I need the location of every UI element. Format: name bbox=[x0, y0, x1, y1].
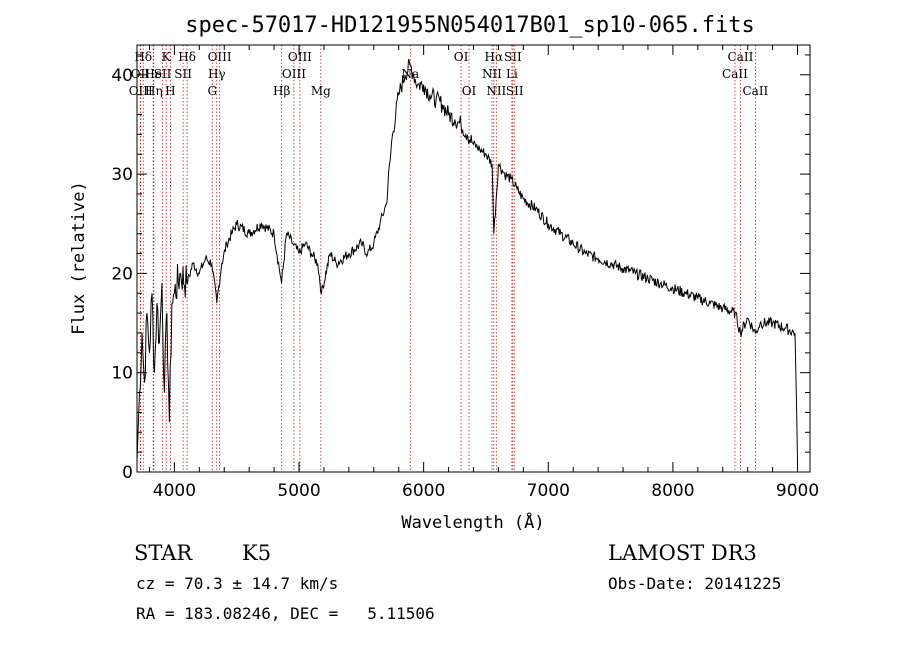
line-label-0: Hδ bbox=[134, 50, 152, 64]
observation-date: Obs-Date: 20141225 bbox=[608, 574, 782, 593]
line-label-12: G bbox=[207, 84, 217, 98]
x-tick-label-9000: 9000 bbox=[776, 481, 819, 501]
survey-name: LAMOST DR3 bbox=[608, 541, 757, 565]
x-tick-label-8000: 8000 bbox=[651, 481, 694, 501]
line-label-2: OIII bbox=[129, 84, 153, 98]
line-label-6: SII bbox=[154, 67, 172, 81]
line-label-24: NII bbox=[486, 84, 506, 98]
x-tick-label-4000: 4000 bbox=[153, 481, 196, 501]
y-tick-label-30: 30 bbox=[111, 165, 133, 185]
line-label-23: Li bbox=[506, 67, 518, 81]
x-tick-label-7000: 7000 bbox=[527, 481, 570, 501]
line-label-4: Hη bbox=[145, 84, 163, 98]
y-tick-label-10: 10 bbox=[111, 364, 133, 384]
line-label-13: Hβ bbox=[273, 84, 290, 98]
line-label-16: Mg bbox=[311, 84, 331, 98]
line-label-18: OI bbox=[454, 50, 469, 64]
spectrum-series-line bbox=[136, 58, 798, 463]
y-axis-label: Flux (relative) bbox=[69, 181, 89, 335]
object-class: STAR bbox=[134, 541, 193, 565]
x-tick-label-5000: 5000 bbox=[277, 481, 320, 501]
line-label-21: SII bbox=[504, 50, 522, 64]
x-axis-label: Wavelength (Å) bbox=[401, 511, 544, 533]
ra-dec-coordinates: RA = 183.08246, DEC = 5.11506 bbox=[136, 604, 435, 623]
line-label-3: He bbox=[144, 67, 162, 81]
redshift-velocity: cz = 70.3 ± 14.7 km/s bbox=[136, 574, 339, 593]
line-label-25: SII bbox=[506, 84, 524, 98]
line-label-11: Hγ bbox=[208, 67, 226, 81]
line-label-27: CaII bbox=[722, 67, 748, 81]
line-label-8: Hδ bbox=[178, 50, 196, 64]
line-label-19: OI bbox=[462, 84, 477, 98]
line-label-28: CaII bbox=[742, 84, 768, 98]
line-label-10: OIII bbox=[208, 50, 232, 64]
object-subclass: K5 bbox=[242, 541, 272, 565]
x-tick-label-6000: 6000 bbox=[402, 481, 445, 501]
line-label-22: NII bbox=[482, 67, 502, 81]
y-tick-label-20: 20 bbox=[111, 264, 133, 284]
line-label-5: K bbox=[162, 50, 172, 64]
y-tick-label-0: 0 bbox=[122, 463, 133, 483]
plot-frame bbox=[136, 44, 811, 473]
line-label-7: H bbox=[165, 84, 175, 98]
chart-title: spec-57017-HD121955N054017B01_sp10-065.f… bbox=[185, 13, 755, 38]
line-label-14: OIII bbox=[288, 50, 312, 64]
axis-ticks: 4000 5000 6000 7000 8000 9000 0 10 20 30 40 bbox=[111, 45, 819, 501]
line-label-15: OIII bbox=[282, 67, 306, 81]
line-label-26: CaII bbox=[728, 50, 754, 64]
line-label-20: Hα bbox=[485, 50, 504, 64]
y-tick-label-40: 40 bbox=[111, 66, 133, 86]
line-label-9: SII bbox=[174, 67, 192, 81]
